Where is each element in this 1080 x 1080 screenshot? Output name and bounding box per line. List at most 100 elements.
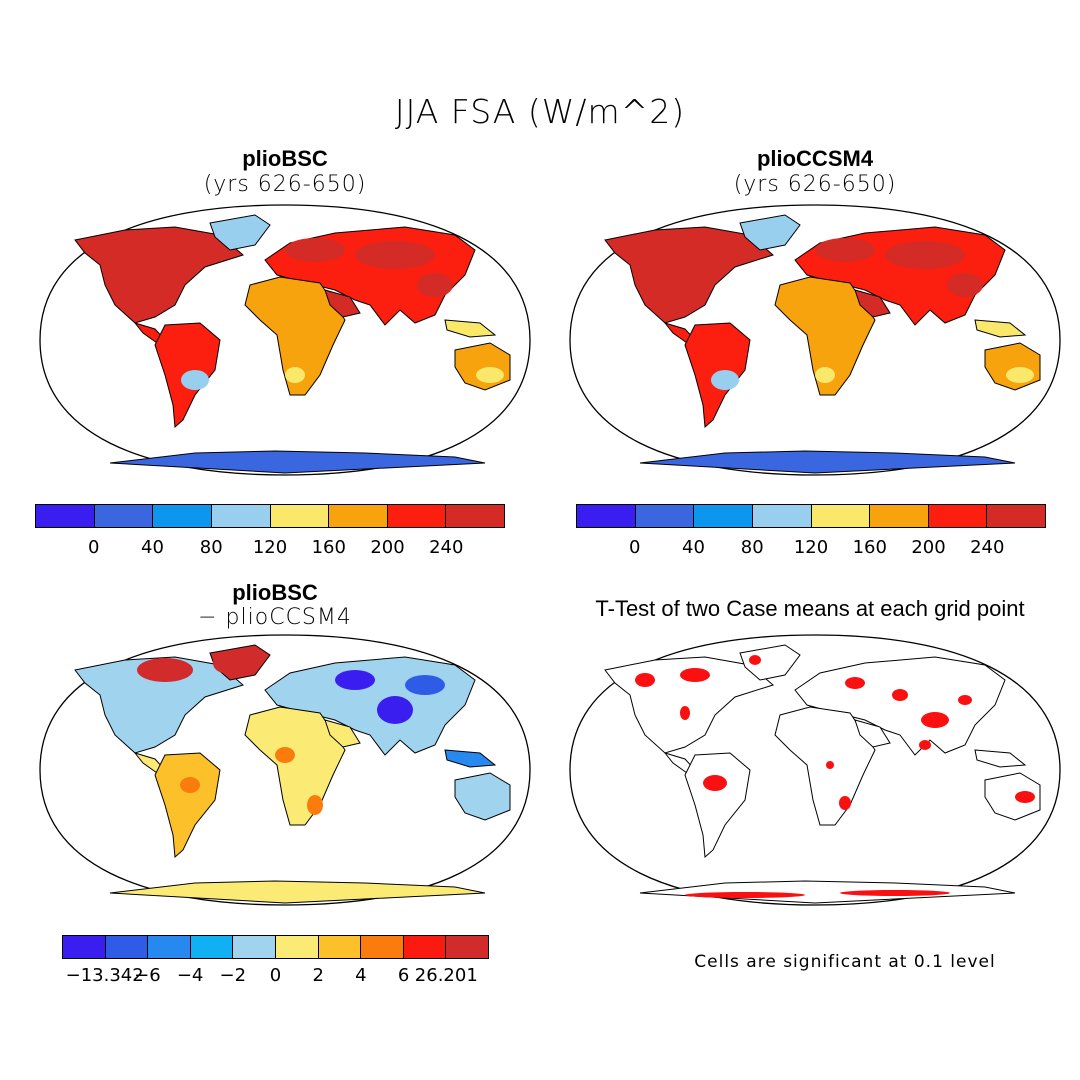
colorbar-tick-label: 200	[911, 537, 946, 558]
panel-subtitle-bottom-left: − plioCCSM4	[198, 605, 352, 630]
colorbar-tick-label: 26.201	[414, 965, 478, 986]
significant-cells	[958, 695, 972, 705]
significance-note: Cells are significant at 0.1 level	[694, 952, 996, 972]
colorbar-swatch	[752, 505, 812, 527]
map-plioCCSM4	[569, 204, 1061, 476]
colorbar-swatch	[694, 505, 753, 527]
colorbar-tick-label: 4	[355, 965, 367, 986]
significant-cells	[892, 689, 908, 701]
colorbar-tick-label: 0	[629, 537, 641, 558]
colorbar-swatch	[329, 505, 388, 527]
colorbar-ticks-plioBSC: 0 40 80 120 160 200 240	[35, 537, 505, 559]
colorbar-swatch	[275, 936, 319, 958]
significant-cells	[840, 890, 950, 896]
continent-australia	[454, 772, 511, 821]
colorbar-swatch	[105, 936, 149, 958]
map-difference	[39, 634, 531, 906]
significant-cells	[685, 892, 805, 898]
colorbar-swatch	[318, 936, 362, 958]
colorbar-tick-label: 240	[429, 537, 464, 558]
significant-cells	[749, 655, 761, 665]
colorbar-swatch	[36, 505, 95, 527]
colorbar-tick-label: 120	[793, 537, 829, 558]
map-ttest	[569, 634, 1061, 906]
hotspot-region	[355, 241, 435, 269]
colorbar-swatch	[870, 505, 929, 527]
colorbar-swatch	[190, 936, 234, 958]
continent-north-america	[604, 226, 775, 324]
colorbar-tick-label: 40	[141, 537, 164, 558]
significant-cells	[826, 761, 834, 769]
colorbar-ticks-difference: −13.342 −6 −4 −2 0 2 4 6 26.201	[62, 965, 489, 987]
panel-subtitle-top-right: (yrs 626-650)	[733, 172, 897, 197]
colorbar-tick-label: −13.342	[65, 965, 144, 986]
negative-anomaly-region	[335, 670, 375, 690]
colorbar-swatch	[211, 505, 271, 527]
colorbar-swatch	[387, 505, 447, 527]
panel-title-bottom-left: plioBSC	[232, 580, 318, 605]
positive-anomaly-region	[180, 777, 200, 793]
significant-cells	[680, 706, 690, 720]
positive-anomaly-region	[275, 747, 295, 763]
continent-greenland	[739, 214, 801, 251]
significant-cells	[680, 668, 710, 682]
colorbar-tick-label: 160	[852, 537, 887, 558]
continent-arabia	[854, 719, 891, 748]
colorbar-swatch	[811, 505, 871, 527]
colorbar-swatch	[63, 936, 106, 958]
continent-north-america	[74, 656, 245, 754]
colorbar-swatch	[928, 505, 988, 527]
continent-maritime-se-asia	[974, 319, 1027, 338]
colorbar-plioBSC	[35, 504, 505, 528]
colorbar-swatch	[446, 505, 504, 527]
hotspot-region	[815, 238, 875, 262]
hotspot-region	[885, 241, 965, 269]
colorbar-swatch	[148, 936, 191, 958]
continent-greenland	[209, 214, 271, 251]
colorbar-swatch	[153, 505, 212, 527]
continent-arabia	[854, 289, 891, 318]
continent-maritime-se-asia	[974, 749, 1027, 768]
panel-title-bottom-right: T-Test of two Case means at each grid po…	[595, 596, 1025, 621]
significant-cells	[703, 775, 727, 791]
negative-anomaly-region	[405, 675, 445, 695]
significant-cells	[839, 796, 851, 810]
colorbar-tick-label: 6	[397, 965, 410, 986]
colorbar-tick-label: −2	[219, 965, 247, 986]
continent-antarctica	[639, 450, 1016, 474]
mild-region	[285, 367, 305, 383]
negative-anomaly-region	[377, 696, 413, 724]
continent-south-america	[684, 752, 751, 859]
continent-antarctica	[109, 880, 486, 904]
colorbar-swatch	[446, 936, 488, 958]
mild-region	[1006, 367, 1034, 383]
colorbar-tick-label: 160	[311, 537, 346, 558]
colorbar-swatch	[94, 505, 154, 527]
continent-arabia	[324, 719, 361, 748]
continent-north-america	[74, 226, 245, 324]
continent-greenland	[739, 644, 801, 681]
colorbar-tick-label: −4	[176, 965, 204, 986]
panel-subtitle-top-left: (yrs 626-650)	[203, 172, 367, 197]
mild-region	[815, 367, 835, 383]
map-plioBSC	[39, 204, 531, 476]
colorbar-tick-label: 0	[269, 965, 282, 986]
positive-anomaly-region	[307, 795, 323, 815]
significant-cells	[919, 740, 931, 750]
continent-antarctica	[109, 450, 486, 474]
colorbar-tick-label: 40	[682, 537, 705, 558]
positive-anomaly-region	[213, 653, 237, 673]
cool-region	[181, 370, 209, 390]
panel-title-top-left: plioBSC	[242, 146, 328, 171]
cool-region	[711, 370, 739, 390]
colorbar-plioCCSM4	[576, 504, 1046, 528]
hotspot-region	[285, 238, 345, 262]
colorbar-ticks-plioCCSM4: 0 40 80 120 160 200 240	[576, 537, 1046, 559]
colorbar-tick-label: 80	[740, 537, 764, 558]
colorbar-swatch	[361, 936, 404, 958]
colorbar-tick-label: 80	[199, 537, 223, 558]
positive-anomaly-region	[137, 658, 193, 682]
continent-maritime-se-asia	[444, 749, 497, 768]
colorbar-tick-label: 240	[970, 537, 1005, 558]
colorbar-swatch	[233, 936, 276, 958]
